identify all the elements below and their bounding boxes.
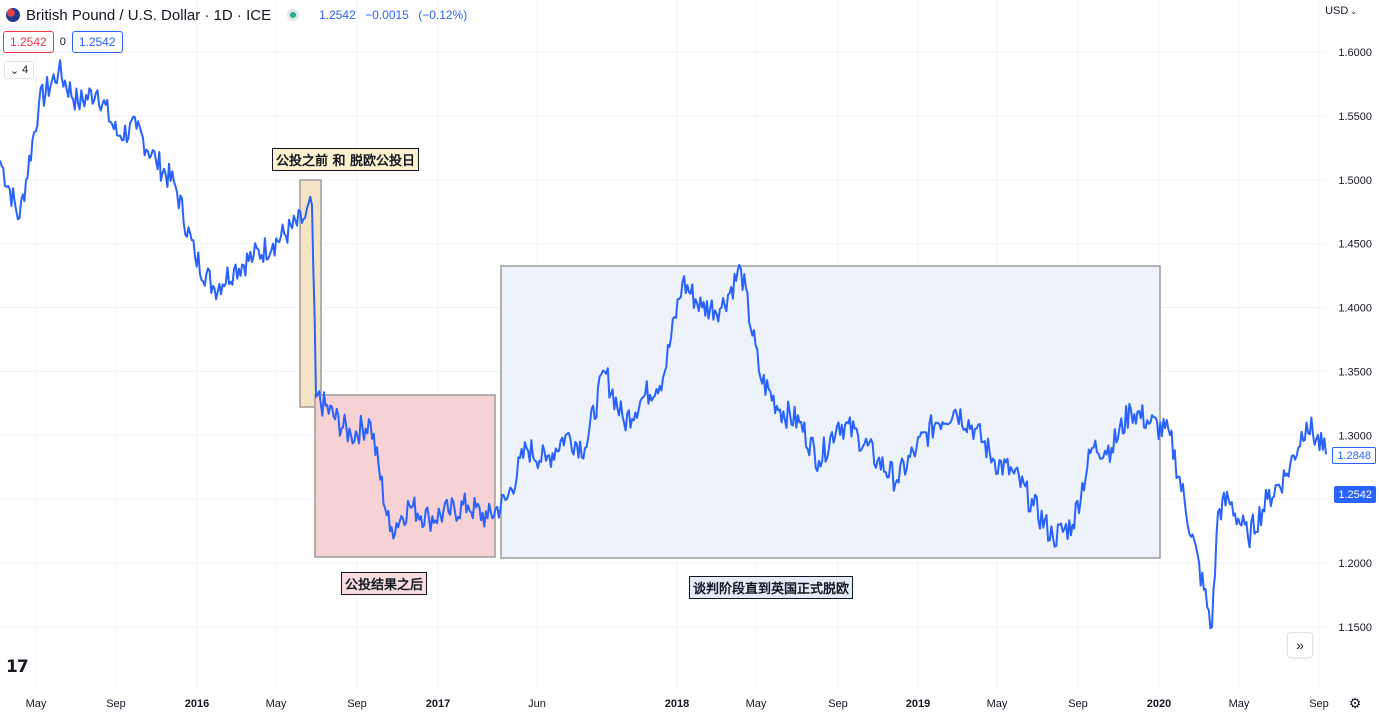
chart-settings-button[interactable]: ⚙ xyxy=(1346,694,1364,712)
y-tick-label: 1.2000 xyxy=(1338,558,1372,570)
x-tick-label: Jun xyxy=(528,698,546,710)
annotation-negotiation-phase[interactable]: 谈判阶段直到英国正式脱欧 xyxy=(689,576,854,599)
y-tick-label: 1.1500 xyxy=(1338,622,1372,634)
price-tag-last: 1.2542 xyxy=(1334,486,1376,503)
currency-label: USD xyxy=(1325,5,1349,17)
x-tick-label: 2017 xyxy=(426,698,450,710)
zone-after-referendum xyxy=(314,394,496,558)
symbol-title[interactable]: British Pound / U.S. Dollar · 1D · ICE xyxy=(26,6,272,24)
annotation-after-referendum[interactable]: 公投结果之后 xyxy=(341,572,428,595)
currency-selector[interactable]: USD ⌄ xyxy=(1325,5,1357,17)
indicators-collapse-button[interactable]: ⌄ 4 xyxy=(4,61,34,79)
x-tick-label: May xyxy=(987,698,1008,710)
x-tick-label: Sep xyxy=(347,698,367,710)
x-tick-label: May xyxy=(746,698,767,710)
y-tick-label: 1.5500 xyxy=(1338,111,1372,123)
x-tick-label: May xyxy=(266,698,287,710)
spread-value: 0 xyxy=(59,36,66,48)
zone-negotiation xyxy=(500,265,1161,559)
price-series-line xyxy=(0,59,1327,630)
y-tick-label: 1.3500 xyxy=(1338,366,1372,378)
price-tag-secondary: 1.2848 xyxy=(1332,447,1376,464)
annotation-before-referendum[interactable]: 公投之前 和 脱欧公投日 xyxy=(272,148,420,171)
annotation-zones xyxy=(299,179,1161,559)
y-tick-label: 1.6000 xyxy=(1338,47,1372,59)
y-tick-label: 1.4000 xyxy=(1338,303,1372,315)
indicator-count: 4 xyxy=(22,64,29,76)
last-price: 1.2542 xyxy=(319,8,356,22)
zone-before-referendum xyxy=(299,179,322,408)
gear-icon: ⚙ xyxy=(1348,694,1362,711)
x-tick-label: Sep xyxy=(1309,698,1329,710)
scroll-to-realtime-button[interactable]: » xyxy=(1287,632,1313,658)
x-tick-label: 2019 xyxy=(906,698,930,710)
x-tick-label: May xyxy=(1229,698,1250,710)
chevron-down-icon: ⌄ xyxy=(1350,7,1357,16)
market-open-status-icon[interactable] xyxy=(287,9,300,21)
buy-price-button[interactable]: 1.2542 xyxy=(71,31,123,53)
double-chevron-right-icon: » xyxy=(1296,637,1304,653)
price-change-percent: (−0.12%) xyxy=(418,8,468,22)
x-tick-label: Sep xyxy=(828,698,848,710)
x-tick-label: Sep xyxy=(1068,698,1088,710)
x-tick-label: 2018 xyxy=(665,698,689,710)
time-axis[interactable]: May Sep 2016 May Sep 2017 Jun 2018 May Sep 2019 May… xyxy=(26,698,1329,710)
y-tick-label: 1.4500 xyxy=(1338,239,1372,251)
x-tick-label: 2016 xyxy=(185,698,209,710)
y-tick-label: 1.5000 xyxy=(1338,175,1372,187)
price-axis[interactable]: 1.6000 1.5500 1.5000 1.4500 1.4000 1.3500 1.30… xyxy=(1338,47,1372,634)
quote-values: 1.2542 −0.0015 (−0.12%) xyxy=(319,8,473,22)
y-tick-label: 1.3000 xyxy=(1338,430,1372,442)
x-tick-label: May xyxy=(26,698,47,710)
symbol-header: British Pound / U.S. Dollar · 1D · ICE 1… xyxy=(6,4,473,26)
sell-price-button[interactable]: 1.2542 xyxy=(3,31,54,53)
x-tick-label: 2020 xyxy=(1147,698,1171,710)
gbpusd-flag-icon xyxy=(6,8,20,22)
price-change: −0.0015 xyxy=(365,8,409,22)
tradingview-logo[interactable]: 17 xyxy=(6,657,29,677)
chevron-down-icon: ⌄ xyxy=(9,64,20,77)
x-tick-label: Sep xyxy=(106,698,126,710)
bid-ask-row: 1.2542 0 1.2542 xyxy=(3,31,123,53)
